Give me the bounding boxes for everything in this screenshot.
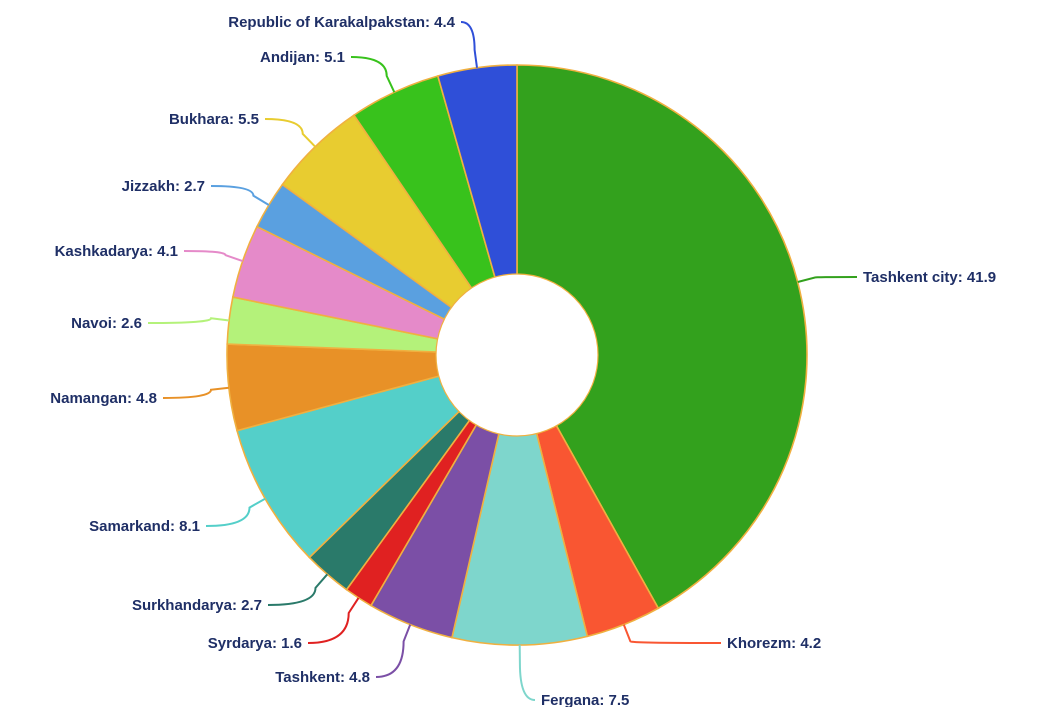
pie-slice-tashkent-city [516,64,808,610]
leader-line [210,185,270,206]
data-label: Jizzakh: 2.7 [122,178,205,195]
pie-slice-fergana [451,354,589,646]
data-label: Navoi: 2.6 [71,315,142,332]
data-label: Tashkent: 4.8 [275,669,370,686]
data-label: Samarkand: 8.1 [89,518,200,535]
leader-line [350,56,396,93]
data-label: Syrdarya: 1.6 [208,635,302,652]
leader-line [797,276,858,283]
pie-slice-samarkand [236,353,520,559]
leader-line [264,118,316,148]
leader-line [518,644,536,701]
leader-line [205,497,266,527]
leader-line [460,21,478,68]
donut-hole [435,273,599,437]
data-label: Republic of Karakalpakstan: 4.4 [228,14,455,31]
chart-data-labels: Tashkent city: 41.9 Khorezm: 4.2 Fergana: … [50,14,996,707]
data-label: Kashkadarya: 4.1 [55,243,178,260]
data-label: Surkhandarya: 2.7 [132,597,262,614]
leader-line [162,386,230,399]
data-label: Andijan: 5.1 [260,49,345,66]
leader-line [307,597,360,644]
leader-line [622,624,722,644]
leader-line [267,573,329,606]
leader-line [183,250,243,263]
leader-line [375,624,412,678]
chart-leader-lines [147,21,858,701]
data-label: Tashkent city: 41.9 [863,269,996,286]
leader-line [147,317,230,324]
data-label: Bukhara: 5.5 [169,111,259,128]
data-label: Khorezm: 4.2 [727,635,821,652]
data-label: Namangan: 4.8 [50,390,157,407]
data-label: Fergana: 7.5 [541,692,629,707]
